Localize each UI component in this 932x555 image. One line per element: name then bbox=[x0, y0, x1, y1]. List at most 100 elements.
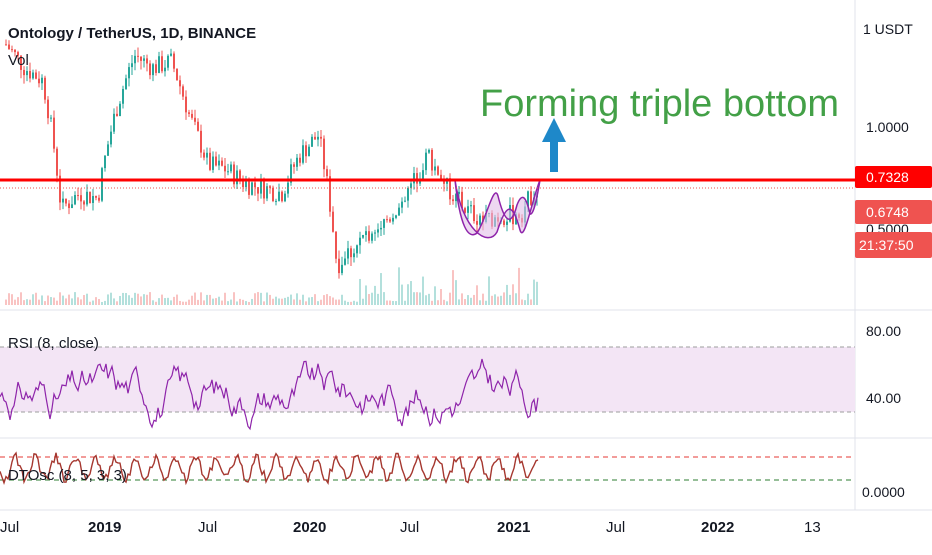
volume-bar bbox=[5, 299, 7, 305]
price-candle bbox=[245, 175, 247, 192]
time-label: 2019 bbox=[88, 519, 121, 536]
volume-bar bbox=[509, 294, 511, 305]
volume-bar bbox=[308, 297, 310, 305]
price-candle bbox=[164, 59, 166, 77]
price-candle bbox=[422, 163, 424, 181]
price-candle bbox=[101, 166, 103, 203]
volume-bar bbox=[74, 292, 76, 305]
price-candle bbox=[155, 59, 157, 76]
volume-bar bbox=[80, 299, 82, 305]
price-candle bbox=[179, 75, 181, 95]
price-candle bbox=[110, 125, 112, 148]
volume-bar bbox=[173, 296, 175, 305]
volume-bar bbox=[59, 292, 61, 305]
price-candle bbox=[65, 198, 67, 207]
time-label: 2021 bbox=[497, 519, 530, 536]
price-candle bbox=[128, 62, 130, 87]
price-candle bbox=[473, 198, 475, 224]
volume-bar bbox=[32, 294, 34, 305]
price-candle bbox=[389, 217, 391, 224]
resistance-price-tag[interactable]: 0.7328 bbox=[855, 166, 932, 188]
volume-bar bbox=[530, 299, 532, 305]
price-candle bbox=[236, 165, 238, 190]
volume-bar bbox=[182, 301, 184, 305]
countdown-tag[interactable]: 21:37:50 bbox=[855, 232, 932, 258]
volume-bar bbox=[89, 301, 91, 305]
volume-bar bbox=[35, 292, 37, 305]
price-candle bbox=[329, 169, 331, 217]
volume-bar bbox=[464, 299, 466, 305]
price-candle bbox=[296, 154, 298, 171]
volume-bar bbox=[443, 299, 445, 305]
volume-bar bbox=[224, 292, 226, 305]
price-candle bbox=[335, 231, 337, 264]
price-candle bbox=[119, 101, 121, 117]
price-candle bbox=[434, 158, 436, 176]
volume-bar bbox=[140, 296, 142, 305]
price-candle bbox=[200, 124, 202, 158]
volume-bar bbox=[116, 301, 118, 305]
volume-bar bbox=[350, 301, 352, 305]
price-candle bbox=[278, 183, 280, 202]
price-candle bbox=[182, 84, 184, 101]
volume-bar bbox=[248, 301, 250, 305]
volume-bar bbox=[305, 301, 307, 305]
volume-bar bbox=[161, 294, 163, 305]
volume-bar bbox=[317, 301, 319, 305]
volume-bar bbox=[137, 293, 139, 305]
price-candle bbox=[206, 147, 208, 165]
volume-bar bbox=[428, 293, 430, 305]
volume-bar bbox=[536, 281, 538, 305]
time-label: Jul bbox=[606, 519, 625, 536]
price-candle bbox=[158, 51, 160, 74]
price-candle bbox=[404, 196, 406, 203]
volume-bar bbox=[488, 276, 490, 305]
price-candle bbox=[23, 66, 25, 84]
price-candle bbox=[503, 218, 505, 228]
volume-bar bbox=[266, 292, 268, 305]
time-label: Jul bbox=[0, 519, 19, 536]
price-candle bbox=[80, 188, 82, 210]
volume-bar bbox=[494, 294, 496, 305]
volume-bar bbox=[419, 292, 421, 305]
price-candle bbox=[401, 197, 403, 214]
rsi-line bbox=[0, 358, 539, 431]
volume-bar bbox=[194, 292, 196, 305]
time-label: 2020 bbox=[293, 519, 326, 536]
price-candle bbox=[62, 191, 64, 210]
price-candle bbox=[53, 110, 55, 153]
volume-bar bbox=[278, 298, 280, 305]
price-candles bbox=[5, 39, 538, 279]
price-candle bbox=[266, 183, 268, 202]
volume-bar bbox=[293, 299, 295, 305]
volume-bar bbox=[179, 300, 181, 305]
price-candle bbox=[68, 200, 70, 215]
volume-bar bbox=[383, 292, 385, 305]
price-candle bbox=[284, 190, 286, 203]
volume-bar bbox=[458, 299, 460, 305]
price-candle bbox=[11, 45, 13, 53]
price-candle bbox=[188, 109, 190, 117]
price-candle bbox=[476, 214, 478, 233]
volume-bar bbox=[479, 300, 481, 305]
volume-bar bbox=[413, 292, 415, 305]
last-price-tag[interactable]: 0.6748 bbox=[855, 200, 932, 224]
volume-bar bbox=[527, 293, 529, 305]
dtosc-tick-0: 0.0000 bbox=[862, 484, 905, 500]
volume-bar bbox=[470, 297, 472, 305]
vol-label: Vol bbox=[8, 52, 29, 69]
volume-bar bbox=[452, 270, 454, 305]
dtosc-label: DTOsc (8, 5, 3, 3) bbox=[8, 467, 127, 484]
volume-bar bbox=[491, 295, 493, 305]
price-candle bbox=[413, 166, 415, 190]
price-candle bbox=[368, 225, 370, 244]
price-candle bbox=[122, 85, 124, 109]
up-arrow-icon[interactable] bbox=[542, 118, 566, 172]
volume-bar bbox=[134, 292, 136, 305]
volume-bar bbox=[128, 295, 130, 305]
volume-bar bbox=[122, 292, 124, 305]
price-candle bbox=[59, 169, 61, 211]
annotation-text[interactable]: Forming triple bottom bbox=[480, 83, 839, 125]
volume-bar bbox=[221, 300, 223, 305]
